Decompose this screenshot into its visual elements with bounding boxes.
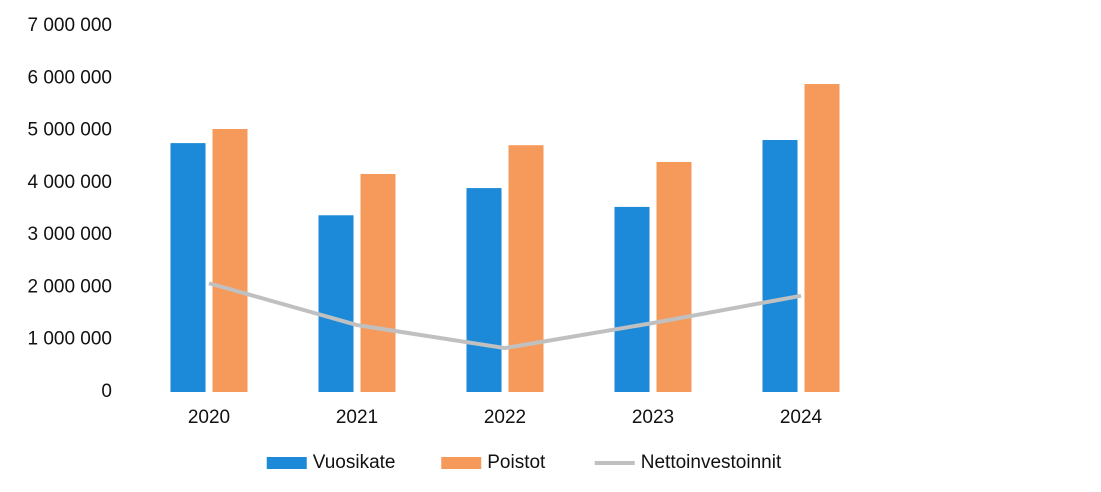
x-tick-label: 2021 — [336, 407, 378, 428]
bar — [656, 161, 692, 392]
y-tick-label: 5 000 000 — [27, 120, 112, 141]
bar — [614, 206, 650, 392]
bar — [360, 173, 396, 392]
y-tick-label: 1 000 000 — [27, 329, 112, 350]
legend-label: Nettoinvestoinnit — [641, 452, 782, 473]
legend-label: Vuosikate — [313, 452, 396, 473]
y-tick-label: 0 — [101, 381, 112, 402]
y-tick-label: 7 000 000 — [27, 15, 112, 36]
y-tick-label: 3 000 000 — [27, 224, 112, 245]
x-tick-label: 2024 — [780, 407, 823, 428]
legend-label: Poistot — [487, 452, 546, 473]
line — [208, 281, 802, 351]
y-tick-label: 4 000 000 — [27, 172, 112, 193]
x-tick-label: 2020 — [188, 407, 230, 428]
bar — [508, 145, 544, 392]
y-tick-label: 2 000 000 — [27, 276, 112, 297]
legend-swatch — [266, 457, 307, 469]
bar — [762, 139, 798, 392]
legend-swatch — [441, 457, 482, 469]
y-tick-label: 6 000 000 — [27, 67, 112, 88]
bar — [170, 143, 206, 392]
x-tick-label: 2023 — [632, 407, 674, 428]
bar — [212, 129, 248, 392]
bar — [466, 188, 502, 392]
bar — [318, 215, 354, 392]
bar — [804, 84, 840, 392]
x-tick-label: 2022 — [484, 407, 526, 428]
